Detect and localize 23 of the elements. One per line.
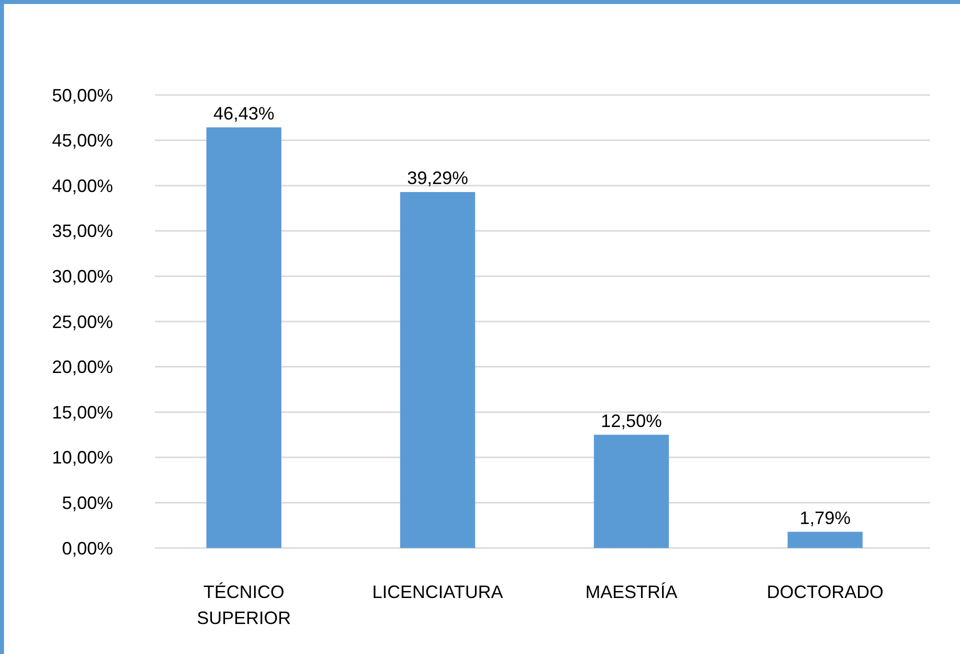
data-label: 1,79% bbox=[800, 508, 851, 528]
y-tick-label: 5,00% bbox=[62, 493, 113, 513]
bar bbox=[594, 434, 669, 548]
bar bbox=[206, 127, 282, 548]
y-tick-label: 0,00% bbox=[62, 538, 113, 558]
x-tick-label: TÉCNICO SUPERIOR bbox=[196, 582, 291, 628]
data-label: 46,43% bbox=[213, 103, 274, 124]
x-tick-label: LICENCIATURA bbox=[372, 582, 503, 602]
data-label: 39,29% bbox=[407, 168, 468, 188]
x-tick-label: DOCTORADO bbox=[766, 582, 884, 602]
y-tick-label: 40,00% bbox=[52, 176, 113, 196]
y-tick-label: 50,00% bbox=[52, 85, 113, 106]
y-tick-label: 20,00% bbox=[52, 357, 113, 378]
y-tick-label: 45,00% bbox=[52, 130, 113, 151]
bar bbox=[400, 192, 476, 548]
y-tick-label: 35,00% bbox=[52, 221, 113, 242]
y-tick-label: 25,00% bbox=[52, 312, 113, 332]
data-label: 12,50% bbox=[600, 410, 662, 431]
y-tick-label: 10,00% bbox=[52, 448, 113, 468]
x-tick-label: MAESTRÍA bbox=[585, 582, 678, 602]
y-tick-label: 15,00% bbox=[52, 402, 113, 422]
bar bbox=[788, 532, 863, 548]
y-tick-label: 30,00% bbox=[52, 266, 113, 286]
